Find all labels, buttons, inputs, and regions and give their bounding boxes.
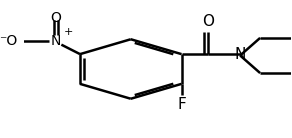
Text: ⁻O: ⁻O — [0, 34, 17, 48]
Text: O: O — [202, 14, 214, 29]
Text: F: F — [177, 97, 186, 112]
Text: O: O — [51, 11, 62, 25]
Text: N: N — [51, 34, 61, 48]
Text: +: + — [63, 27, 73, 37]
Text: N: N — [234, 47, 246, 62]
